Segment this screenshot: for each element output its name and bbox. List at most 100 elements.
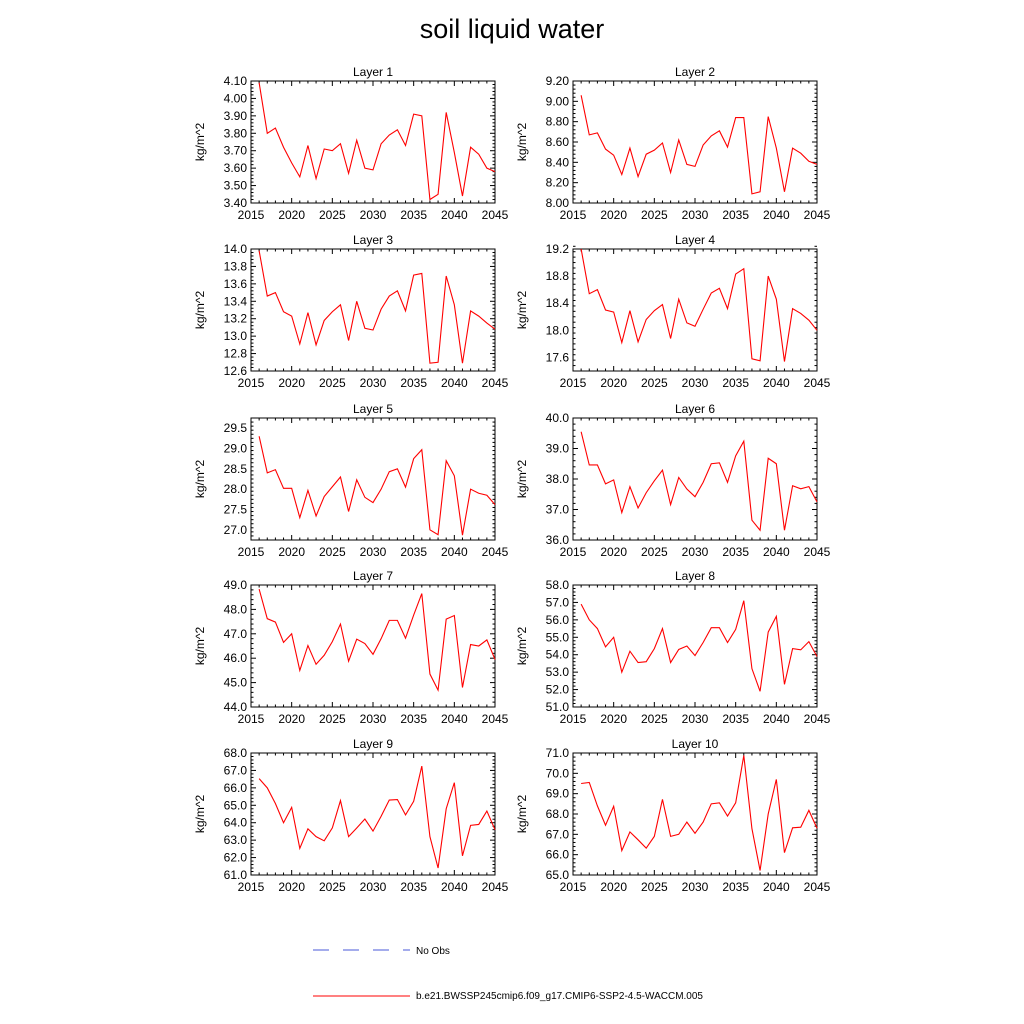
panel-title: Layer 1	[353, 65, 393, 79]
x-tick-label: 2030	[360, 880, 387, 894]
x-tick-label: 2035	[400, 880, 427, 894]
x-tick-label: 2015	[238, 376, 265, 390]
y-tick-label: 8.80	[546, 115, 570, 129]
x-tick-label: 2025	[641, 880, 668, 894]
x-tick-label: 2035	[400, 376, 427, 390]
x-tick-label: 2020	[600, 208, 627, 222]
x-tick-label: 2045	[804, 880, 831, 894]
panel-title: Layer 5	[353, 402, 393, 416]
y-tick-label: 17.6	[546, 350, 570, 364]
plot-frame	[250, 584, 496, 708]
y-tick-label: 66.0	[546, 848, 570, 862]
y-tick-label: 8.20	[546, 176, 570, 190]
y-tick-label: 13.6	[224, 277, 248, 291]
x-tick-label: 2040	[763, 880, 790, 894]
y-tick-label: 70.0	[546, 766, 570, 780]
series-line	[580, 600, 818, 692]
series-line	[258, 589, 496, 693]
y-tick-label: 58.0	[546, 578, 570, 592]
series-line	[580, 431, 818, 532]
y-tick-label: 3.60	[224, 161, 248, 175]
y-tick-label: 57.0	[546, 595, 570, 609]
x-tick-label: 2040	[441, 376, 468, 390]
x-tick-label: 2035	[722, 545, 749, 559]
y-tick-label: 13.8	[224, 259, 248, 273]
x-tick-label: 2030	[682, 712, 709, 726]
panel-title: Layer 3	[353, 233, 393, 247]
x-tick-label: 2030	[360, 208, 387, 222]
x-tick-label: 2025	[641, 208, 668, 222]
y-tick-label: 67.0	[224, 763, 248, 777]
y-tick-label: 9.00	[546, 94, 570, 108]
x-tick-label: 2025	[319, 545, 346, 559]
series-line	[258, 765, 496, 869]
y-tick-label: 63.0	[224, 833, 248, 847]
y-tick-label: 55.0	[546, 630, 570, 644]
x-tick-label: 2040	[763, 208, 790, 222]
x-tick-label: 2025	[319, 376, 346, 390]
y-tick-label: 38.0	[546, 472, 570, 486]
x-tick-label: 2035	[722, 712, 749, 726]
panel-layer-4: Layer 4 kg/m^2 2015 2020 2025 2030 2035 2040 204…	[515, 233, 831, 390]
x-tick-label: 2045	[804, 545, 831, 559]
figure-title: soil liquid water	[419, 14, 605, 44]
y-tick-label: 53.0	[546, 665, 570, 679]
y-tick-label: 3.40	[224, 196, 248, 210]
y-tick-label: 8.40	[546, 155, 570, 169]
y-axis-label: kg/m^2	[515, 627, 529, 666]
panel-title: Layer 6	[675, 402, 715, 416]
y-tick-label: 39.0	[546, 442, 570, 456]
y-tick-label: 29.0	[224, 442, 248, 456]
y-tick-label: 67.0	[546, 827, 570, 841]
y-tick-label: 66.0	[224, 781, 248, 795]
y-tick-label: 19.2	[546, 242, 570, 256]
y-axis-label: kg/m^2	[515, 795, 529, 834]
y-tick-label: 3.70	[224, 144, 248, 158]
y-tick-label: 54.0	[546, 648, 570, 662]
x-tick-label: 2045	[482, 880, 509, 894]
plot-frame	[250, 80, 496, 204]
x-tick-label: 2035	[400, 208, 427, 222]
series-line	[258, 250, 496, 364]
y-tick-label: 71.0	[546, 746, 570, 760]
x-tick-label: 2015	[560, 880, 587, 894]
y-tick-label: 8.60	[546, 135, 570, 149]
x-tick-label: 2025	[319, 712, 346, 726]
y-tick-label: 12.8	[224, 347, 248, 361]
y-axis-label: kg/m^2	[515, 291, 529, 330]
panel-layer-9: Layer 9 kg/m^2 2015 2020 2025 2030 2035 2040 204…	[193, 737, 509, 894]
y-tick-label: 13.4	[224, 294, 248, 308]
series-line	[258, 436, 496, 536]
plot-frame	[250, 248, 496, 372]
y-axis-label: kg/m^2	[193, 123, 207, 162]
x-tick-label: 2030	[682, 545, 709, 559]
panel-layer-1: Layer 1 kg/m^2 2015 2020 2025 2030 2035 2040 204…	[193, 65, 509, 222]
x-tick-label: 2020	[600, 712, 627, 726]
x-tick-label: 2040	[441, 545, 468, 559]
x-tick-label: 2040	[763, 376, 790, 390]
x-tick-label: 2035	[400, 545, 427, 559]
panel-layer-6: Layer 6 kg/m^2 2015 2020 2025 2030 2035 2040 204…	[515, 402, 831, 559]
x-tick-label: 2045	[804, 208, 831, 222]
y-tick-label: 13.2	[224, 312, 248, 326]
y-tick-label: 61.0	[224, 868, 248, 882]
panel-title: Layer 7	[353, 569, 393, 583]
x-tick-label: 2025	[319, 880, 346, 894]
x-tick-label: 2030	[360, 545, 387, 559]
plot-frame	[250, 417, 496, 541]
x-tick-label: 2045	[804, 712, 831, 726]
x-tick-label: 2025	[641, 545, 668, 559]
plot-frame	[572, 417, 818, 541]
x-tick-label: 2020	[278, 880, 305, 894]
x-tick-label: 2035	[400, 712, 427, 726]
x-tick-label: 2015	[238, 880, 265, 894]
x-tick-label: 2025	[641, 376, 668, 390]
x-tick-label: 2030	[360, 712, 387, 726]
y-axis-label: kg/m^2	[515, 123, 529, 162]
x-tick-label: 2020	[600, 545, 627, 559]
panel-title: Layer 8	[675, 569, 715, 583]
x-tick-label: 2030	[682, 208, 709, 222]
y-tick-label: 4.10	[224, 74, 248, 88]
y-tick-label: 64.0	[224, 816, 248, 830]
